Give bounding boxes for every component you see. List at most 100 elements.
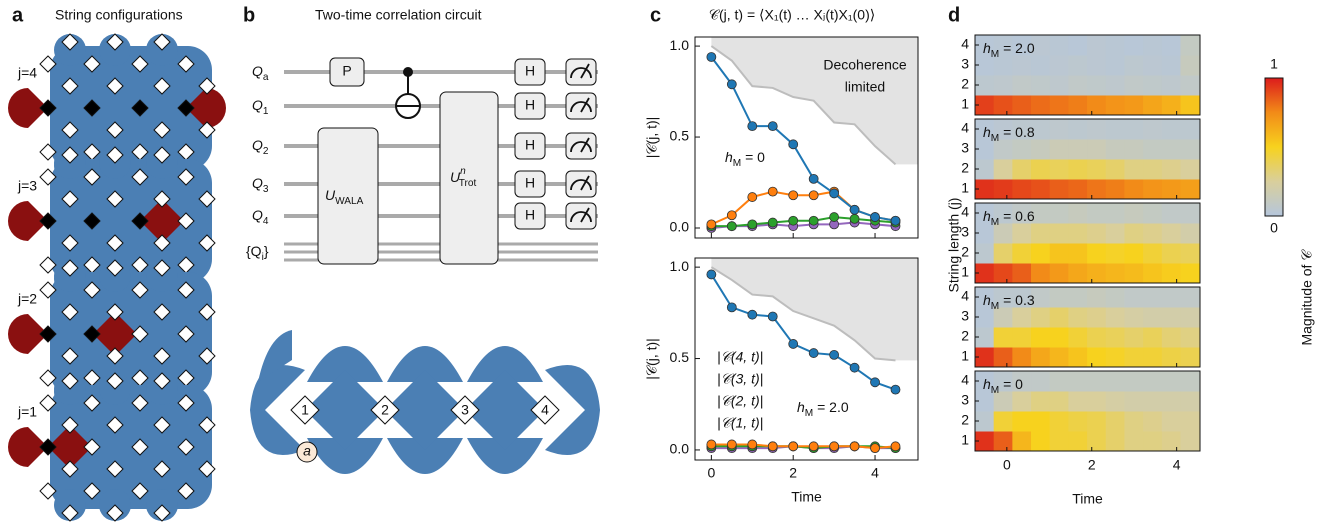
lattice-lobe: [307, 346, 383, 382]
cell: [993, 203, 1013, 224]
bond: [83, 168, 101, 186]
site: [290, 395, 320, 425]
cell: [1161, 139, 1181, 160]
cell: [1124, 371, 1144, 392]
cell: [1143, 179, 1163, 200]
x-tick-label: 4: [1173, 457, 1181, 473]
bond: [39, 369, 57, 387]
wire-label-part: Q: [252, 207, 263, 223]
cell: [1068, 179, 1088, 200]
cell: [1087, 327, 1107, 348]
cell: [1124, 287, 1144, 308]
cell: [1012, 371, 1032, 392]
point: [870, 443, 880, 454]
cell: [1012, 307, 1032, 328]
y-axis-label: |𝒞(j, t)|: [644, 117, 660, 159]
cell: [1124, 391, 1144, 412]
wire-label-part: Q: [252, 175, 263, 191]
cell: [1031, 55, 1051, 76]
y-tick-label: 1.0: [670, 37, 690, 53]
cell: [1049, 203, 1069, 224]
point: [706, 439, 717, 450]
colorbar-tick-label: 0: [1270, 220, 1278, 236]
register-label-part: i: [262, 252, 264, 263]
cell: [1105, 95, 1125, 116]
bond: [153, 372, 171, 390]
bond: [131, 212, 149, 230]
cell: [1180, 95, 1200, 116]
cell: [1124, 119, 1144, 140]
cell: [993, 287, 1013, 308]
cell: [1161, 179, 1181, 200]
series-line: [710, 56, 896, 222]
cell: [1105, 263, 1125, 284]
legend-entry: |𝒞(1, t)|: [717, 415, 763, 431]
cell: [1143, 263, 1163, 284]
lattice-lobe: [387, 438, 463, 474]
decoherence-line: [710, 45, 897, 166]
bond: [106, 303, 124, 321]
annotation-part: = 2.0: [813, 399, 849, 415]
cell: [1161, 159, 1181, 180]
bond: [153, 234, 171, 252]
cell: [993, 159, 1013, 180]
cell: [993, 139, 1013, 160]
cell: [975, 179, 995, 200]
series-line: [710, 273, 896, 391]
cell: [975, 347, 995, 368]
cell: [993, 347, 1013, 368]
cell: [975, 327, 995, 348]
cell: [1124, 223, 1144, 244]
bond: [177, 55, 195, 73]
cell: [975, 411, 995, 432]
panel-label-part: M: [991, 385, 999, 396]
panel-label-part: h: [983, 208, 991, 224]
cell: [1012, 55, 1032, 76]
cell: [993, 391, 1013, 412]
bond: [106, 504, 124, 522]
cell: [1124, 159, 1144, 180]
x-tick-label: 0: [1003, 457, 1011, 473]
cell: [1105, 203, 1125, 224]
point: [726, 221, 737, 232]
cell: [1124, 347, 1144, 368]
y-tick-label: 1.0: [670, 258, 690, 274]
cell: [1012, 203, 1032, 224]
point: [890, 384, 901, 395]
lattice-lobe: [467, 438, 543, 474]
measure: [565, 170, 597, 198]
site: [450, 395, 480, 425]
point: [808, 173, 819, 184]
cell: [1068, 55, 1088, 76]
colorbar-tick-label: 1: [1270, 56, 1278, 72]
point: [788, 139, 799, 150]
cell: [1180, 243, 1200, 264]
wire-label-part: 4: [263, 216, 269, 227]
cell: [1012, 347, 1032, 368]
cell: [1068, 95, 1088, 116]
cell: [1143, 327, 1163, 348]
cell: [1180, 179, 1200, 200]
point: [890, 215, 901, 226]
plot-frame: [974, 286, 1201, 368]
cell: [1161, 119, 1181, 140]
bond: [153, 303, 171, 321]
bond: [106, 347, 124, 365]
series-line: [711, 443, 896, 450]
bond: [39, 99, 57, 117]
cell: [993, 35, 1013, 56]
cell: [1087, 179, 1107, 200]
cell: [1012, 119, 1032, 140]
y-tick-label: 2: [961, 160, 969, 176]
cell: [993, 119, 1013, 140]
y-tick-label: 1: [961, 348, 969, 364]
cell: [1124, 179, 1144, 200]
config-label: j=1: [17, 404, 37, 420]
cell: [1049, 263, 1069, 284]
point: [767, 186, 778, 197]
bond: [39, 168, 57, 186]
cell: [1031, 35, 1051, 56]
annotation-part: h: [797, 399, 805, 415]
cell: [1031, 307, 1051, 328]
